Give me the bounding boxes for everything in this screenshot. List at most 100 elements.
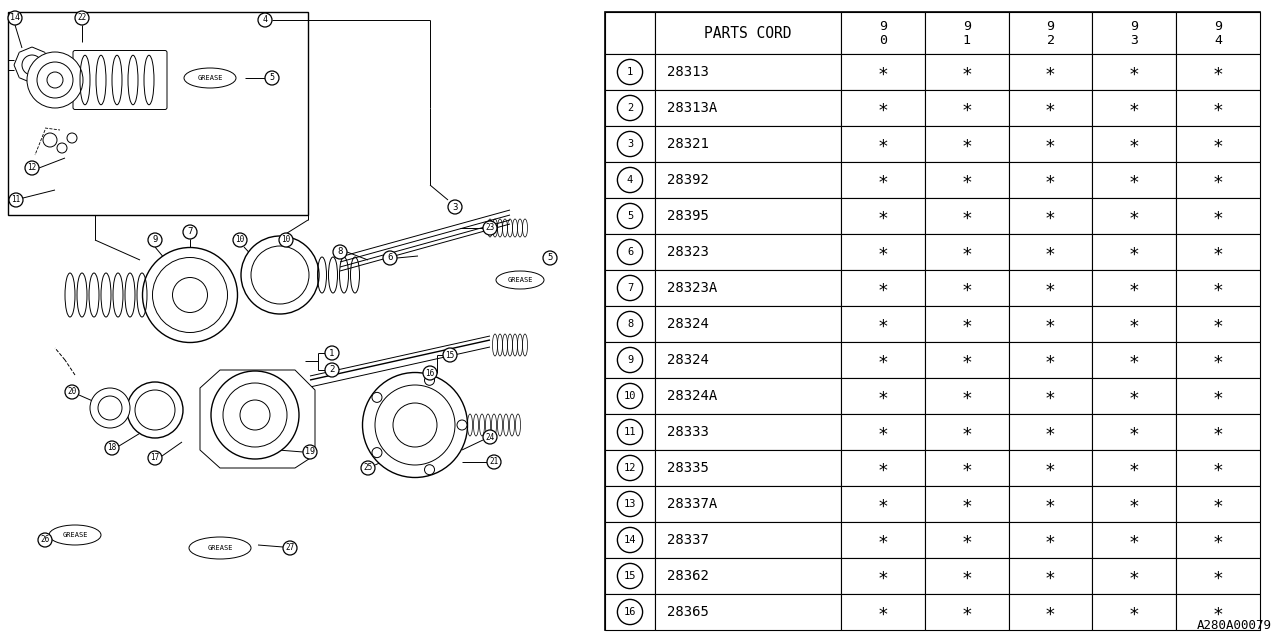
Ellipse shape	[375, 385, 454, 465]
Text: ∗: ∗	[1044, 243, 1056, 261]
Bar	[1176, 126, 1260, 162]
Bar	[655, 378, 841, 414]
Circle shape	[617, 527, 643, 552]
Text: ∗: ∗	[1129, 423, 1139, 441]
Bar	[1092, 450, 1176, 486]
Text: 28362: 28362	[667, 569, 709, 583]
Text: 5: 5	[548, 253, 553, 262]
Bar	[841, 126, 924, 162]
Bar	[841, 306, 924, 342]
Circle shape	[148, 451, 163, 465]
Text: ∗: ∗	[878, 459, 888, 477]
Circle shape	[259, 13, 273, 27]
Circle shape	[422, 366, 436, 380]
Circle shape	[457, 420, 467, 430]
Text: 16: 16	[425, 369, 435, 378]
Text: ∗: ∗	[1044, 315, 1056, 333]
Text: 28335: 28335	[667, 461, 709, 475]
Bar	[841, 486, 924, 522]
Bar	[1176, 198, 1260, 234]
Bar	[1092, 90, 1176, 126]
Text: ∗: ∗	[1044, 279, 1056, 297]
Circle shape	[617, 348, 643, 372]
Text: 9: 9	[152, 236, 157, 244]
Bar	[841, 12, 924, 54]
Text: ∗: ∗	[878, 207, 888, 225]
Text: 11: 11	[12, 195, 20, 205]
Text: 28324: 28324	[667, 353, 709, 367]
Text: ∗: ∗	[1212, 567, 1224, 585]
Circle shape	[372, 392, 381, 403]
Text: 23: 23	[485, 223, 494, 232]
Bar	[924, 378, 1009, 414]
Bar	[1009, 486, 1092, 522]
Bar	[924, 522, 1009, 558]
Text: ∗: ∗	[1129, 459, 1139, 477]
Bar	[1092, 270, 1176, 306]
Text: 6: 6	[627, 247, 634, 257]
Text: ∗: ∗	[961, 531, 972, 549]
Bar	[1176, 558, 1260, 594]
Text: 6: 6	[388, 253, 393, 262]
Circle shape	[279, 233, 293, 247]
Circle shape	[22, 55, 42, 75]
Bar	[655, 594, 841, 630]
Bar	[924, 306, 1009, 342]
Text: 21: 21	[489, 458, 499, 467]
Ellipse shape	[223, 383, 287, 447]
Bar	[924, 162, 1009, 198]
Bar	[605, 342, 655, 378]
Text: 0: 0	[879, 35, 887, 47]
Text: 28321: 28321	[667, 137, 709, 151]
Text: ∗: ∗	[1044, 207, 1056, 225]
Text: ∗: ∗	[1044, 603, 1056, 621]
Bar	[655, 270, 841, 306]
Bar	[605, 12, 1260, 630]
Bar	[1092, 594, 1176, 630]
Bar	[1092, 126, 1176, 162]
Bar	[605, 126, 655, 162]
Circle shape	[483, 221, 497, 235]
Bar	[1176, 450, 1260, 486]
Circle shape	[383, 251, 397, 265]
Bar	[1092, 486, 1176, 522]
Bar	[1176, 12, 1260, 54]
Bar	[924, 198, 1009, 234]
Ellipse shape	[241, 400, 270, 430]
Bar	[1009, 414, 1092, 450]
Text: ∗: ∗	[878, 603, 888, 621]
Ellipse shape	[497, 271, 544, 289]
Bar	[605, 594, 655, 630]
Bar	[605, 558, 655, 594]
Text: 28333: 28333	[667, 425, 709, 439]
Text: 10: 10	[623, 391, 636, 401]
Text: 1: 1	[963, 35, 970, 47]
Text: ∗: ∗	[1129, 495, 1139, 513]
Bar	[605, 90, 655, 126]
Bar	[605, 198, 655, 234]
Text: 20: 20	[68, 387, 77, 397]
Bar	[1009, 198, 1092, 234]
Bar	[1092, 306, 1176, 342]
Text: 2: 2	[1047, 35, 1055, 47]
Text: ∗: ∗	[878, 279, 888, 297]
Text: 5: 5	[270, 74, 274, 83]
Ellipse shape	[49, 525, 101, 545]
Ellipse shape	[173, 278, 207, 312]
Bar	[841, 558, 924, 594]
Text: ∗: ∗	[878, 135, 888, 153]
Bar	[1009, 162, 1092, 198]
Text: ∗: ∗	[961, 459, 972, 477]
Text: ∗: ∗	[1212, 207, 1224, 225]
Text: ∗: ∗	[1044, 63, 1056, 81]
Text: GREASE: GREASE	[63, 532, 88, 538]
Text: ∗: ∗	[1129, 279, 1139, 297]
Bar	[1009, 12, 1092, 54]
Circle shape	[38, 533, 52, 547]
Circle shape	[372, 447, 381, 458]
Text: 24: 24	[485, 433, 494, 442]
Text: ∗: ∗	[878, 423, 888, 441]
Ellipse shape	[127, 382, 183, 438]
Circle shape	[47, 72, 63, 88]
Text: 2: 2	[329, 365, 334, 374]
